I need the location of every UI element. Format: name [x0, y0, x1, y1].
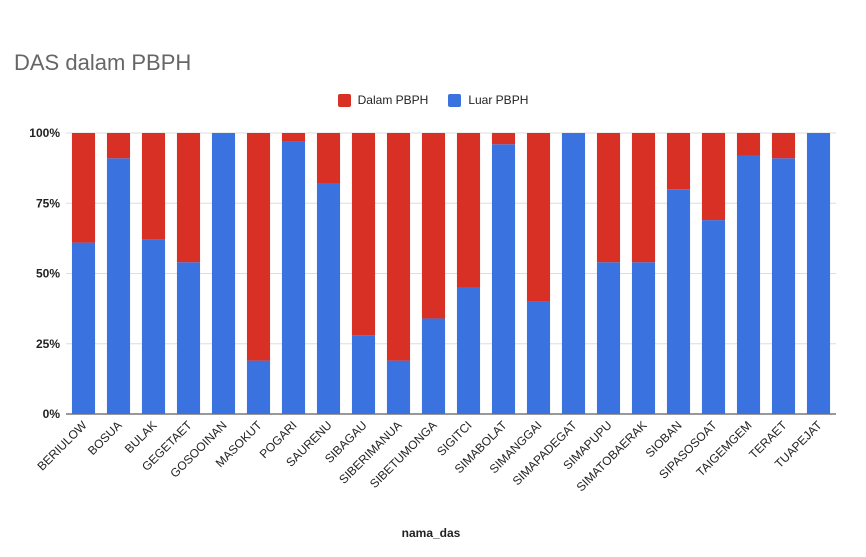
y-tick-label: 75%: [36, 196, 60, 210]
bar-luar-pbph: [736, 155, 761, 415]
bar-luar-pbph: [106, 158, 131, 414]
legend: Dalam PBPH Luar PBPH: [0, 93, 866, 107]
bar-dalam-pbph: [421, 133, 446, 319]
bar-dalam-pbph: [351, 133, 376, 336]
x-tick-label: BERIULOW: [34, 418, 90, 474]
bar-dalam-pbph: [141, 133, 166, 240]
bar-luar-pbph: [456, 287, 481, 414]
bar-dalam-pbph: [701, 133, 726, 221]
y-tick-label: 50%: [36, 267, 60, 281]
bar-dalam-pbph: [526, 133, 551, 302]
bar-dalam-pbph: [71, 133, 96, 243]
bar-luar-pbph: [316, 183, 341, 414]
bar-luar-pbph: [421, 318, 446, 414]
bar-dalam-pbph: [596, 133, 621, 263]
bar-luar-pbph: [386, 360, 411, 414]
bar-luar-pbph: [631, 262, 656, 414]
bar-luar-pbph: [806, 133, 831, 414]
bar-luar-pbph: [666, 189, 691, 414]
bar-luar-pbph: [71, 242, 96, 414]
y-tick-label: 0%: [43, 407, 61, 421]
y-tick-label: 100%: [29, 126, 60, 140]
chart-title: DAS dalam PBPH: [14, 50, 192, 75]
legend-item-luar: Luar PBPH: [448, 93, 528, 107]
bar-luar-pbph: [561, 133, 586, 414]
bar-luar-pbph: [141, 239, 166, 414]
bar-luar-pbph: [701, 220, 726, 414]
bar-dalam-pbph: [281, 133, 306, 142]
bar-luar-pbph: [351, 335, 376, 414]
bar-luar-pbph: [246, 360, 271, 414]
bar-luar-pbph: [211, 133, 236, 414]
legend-item-dalam: Dalam PBPH: [337, 93, 429, 107]
bar-dalam-pbph: [106, 133, 131, 159]
legend-label-luar: Luar PBPH: [468, 93, 529, 107]
bar-dalam-pbph: [176, 133, 201, 263]
bar-dalam-pbph: [771, 133, 796, 159]
legend-swatch-dalam: [337, 93, 351, 107]
bar-dalam-pbph: [666, 133, 691, 190]
bar-dalam-pbph: [631, 133, 656, 263]
bar-dalam-pbph: [491, 133, 516, 145]
bar-luar-pbph: [596, 262, 621, 414]
x-tick-label: BOSUA: [85, 418, 125, 458]
legend-label-dalam: Dalam PBPH: [357, 93, 429, 107]
bar-dalam-pbph: [386, 133, 411, 361]
bar-dalam-pbph: [316, 133, 341, 184]
bar-luar-pbph: [526, 301, 551, 414]
y-tick-label: 25%: [36, 337, 60, 351]
bar-dalam-pbph: [456, 133, 481, 288]
legend-swatch-luar: [448, 93, 462, 107]
bar-luar-pbph: [176, 262, 201, 414]
x-axis-title: nama_das: [402, 526, 461, 540]
bar-dalam-pbph: [246, 133, 271, 361]
bar-dalam-pbph: [736, 133, 761, 156]
bar-luar-pbph: [771, 158, 796, 414]
bar-luar-pbph: [281, 141, 306, 414]
bar-luar-pbph: [491, 144, 516, 415]
